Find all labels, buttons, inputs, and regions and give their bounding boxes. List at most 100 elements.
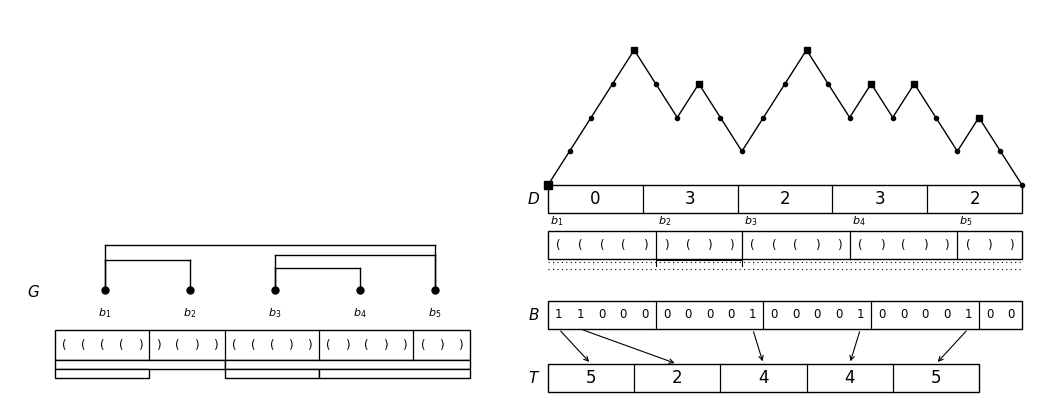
Text: 2: 2 — [672, 369, 682, 387]
Text: 2: 2 — [780, 190, 790, 208]
Text: ): ) — [880, 239, 884, 251]
Text: (: ( — [100, 339, 104, 351]
Text: (: ( — [772, 239, 777, 251]
Text: ): ) — [665, 239, 669, 251]
Text: (: ( — [176, 339, 180, 351]
Text: ): ) — [439, 339, 444, 351]
Text: 0: 0 — [684, 309, 692, 321]
Text: $b_1$: $b_1$ — [99, 306, 111, 320]
Text: ): ) — [308, 339, 312, 351]
Text: ): ) — [137, 339, 142, 351]
Text: 0: 0 — [986, 309, 993, 321]
Text: $b_3$: $b_3$ — [268, 306, 282, 320]
Text: $b_5$: $b_5$ — [959, 214, 972, 228]
Text: ): ) — [1009, 239, 1014, 251]
Text: 1: 1 — [555, 309, 563, 321]
FancyBboxPatch shape — [55, 330, 470, 360]
Text: (: ( — [62, 339, 67, 351]
Text: 0: 0 — [943, 309, 951, 321]
Text: (: ( — [621, 239, 626, 251]
Text: $D$: $D$ — [527, 191, 540, 207]
Text: 0: 0 — [792, 309, 800, 321]
Text: (: ( — [420, 339, 425, 351]
Text: ): ) — [288, 339, 293, 351]
FancyBboxPatch shape — [55, 360, 225, 369]
Text: (: ( — [578, 239, 582, 251]
Text: ): ) — [987, 239, 992, 251]
Text: ): ) — [836, 239, 841, 251]
Text: 5: 5 — [931, 369, 941, 387]
Text: 0: 0 — [662, 309, 670, 321]
Text: ): ) — [383, 339, 388, 351]
Text: (: ( — [327, 339, 331, 351]
Text: (: ( — [858, 239, 863, 251]
Text: 1: 1 — [749, 309, 756, 321]
Text: (: ( — [232, 339, 236, 351]
Text: 0: 0 — [835, 309, 842, 321]
Text: ): ) — [156, 339, 161, 351]
Text: $b_2$: $b_2$ — [657, 214, 671, 228]
Text: $B$: $B$ — [528, 307, 540, 323]
Text: 3: 3 — [875, 190, 885, 208]
FancyBboxPatch shape — [548, 231, 1022, 259]
Text: 0: 0 — [771, 309, 778, 321]
Text: $b_5$: $b_5$ — [428, 306, 442, 320]
Text: ): ) — [194, 339, 199, 351]
FancyBboxPatch shape — [548, 185, 1022, 213]
Text: ): ) — [345, 339, 349, 351]
Text: $b_2$: $b_2$ — [183, 306, 197, 320]
Text: (: ( — [794, 239, 798, 251]
Text: ): ) — [643, 239, 647, 251]
Text: (: ( — [751, 239, 755, 251]
FancyBboxPatch shape — [548, 364, 979, 392]
Text: ): ) — [922, 239, 928, 251]
Text: 0: 0 — [813, 309, 821, 321]
Text: (: ( — [902, 239, 906, 251]
Text: $b_4$: $b_4$ — [852, 214, 865, 228]
Text: (: ( — [251, 339, 256, 351]
Text: (: ( — [119, 339, 124, 351]
Text: ): ) — [459, 339, 463, 351]
Text: 0: 0 — [900, 309, 907, 321]
Text: (: ( — [556, 239, 562, 251]
Text: 0: 0 — [590, 190, 601, 208]
Text: 2: 2 — [969, 190, 980, 208]
Text: $T$: $T$ — [527, 370, 540, 386]
Text: 0: 0 — [706, 309, 713, 321]
Text: 1: 1 — [964, 309, 972, 321]
Text: (: ( — [364, 339, 368, 351]
Text: $b_3$: $b_3$ — [744, 214, 757, 228]
FancyBboxPatch shape — [225, 360, 470, 369]
Text: 0: 0 — [620, 309, 627, 321]
Text: (: ( — [81, 339, 85, 351]
FancyBboxPatch shape — [55, 369, 150, 378]
Text: 0: 0 — [642, 309, 649, 321]
Text: 0: 0 — [598, 309, 605, 321]
Text: 0: 0 — [1008, 309, 1015, 321]
Text: 0: 0 — [921, 309, 929, 321]
Text: (: ( — [269, 339, 275, 351]
Text: 4: 4 — [844, 369, 855, 387]
Text: 5: 5 — [586, 369, 596, 387]
Text: ): ) — [815, 239, 820, 251]
FancyBboxPatch shape — [548, 301, 1022, 329]
Text: 1: 1 — [857, 309, 864, 321]
FancyBboxPatch shape — [319, 369, 470, 378]
Text: 0: 0 — [878, 309, 886, 321]
Text: $b_1$: $b_1$ — [550, 214, 564, 228]
Text: 1: 1 — [576, 309, 584, 321]
Text: ): ) — [729, 239, 733, 251]
Text: 3: 3 — [685, 190, 696, 208]
Text: (: ( — [966, 239, 970, 251]
Text: ): ) — [401, 339, 407, 351]
Text: ): ) — [944, 239, 948, 251]
Text: $b_4$: $b_4$ — [354, 306, 367, 320]
Text: (: ( — [685, 239, 691, 251]
Text: 4: 4 — [758, 369, 769, 387]
Text: ): ) — [707, 239, 712, 251]
FancyBboxPatch shape — [225, 369, 319, 378]
Text: 0: 0 — [727, 309, 735, 321]
Text: ): ) — [213, 339, 217, 351]
Text: $G$: $G$ — [27, 284, 41, 300]
Text: (: ( — [599, 239, 604, 251]
